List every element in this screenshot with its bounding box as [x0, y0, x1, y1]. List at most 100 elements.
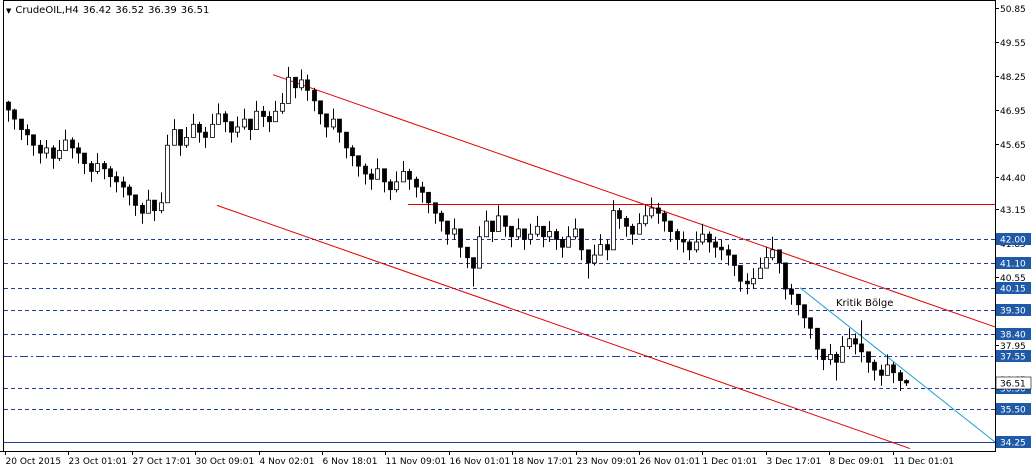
- candle-up: [637, 223, 642, 235]
- x-tick-label: 23 Oct 01:01: [69, 457, 128, 467]
- candle-up: [770, 249, 775, 259]
- candle-up: [44, 147, 49, 154]
- candle-down: [471, 257, 476, 269]
- candle-up: [496, 215, 501, 232]
- candle-down: [388, 181, 393, 191]
- lower-trendline: [216, 204, 911, 450]
- candle-up: [528, 233, 533, 240]
- candle-up: [286, 76, 291, 104]
- level-price-tag-label: 38.40: [1000, 331, 1026, 341]
- candle-up: [758, 267, 763, 279]
- candle-up: [700, 233, 705, 243]
- candle-down: [586, 249, 591, 264]
- candle-up: [611, 210, 616, 251]
- support-trendline: [799, 287, 996, 443]
- candle-up: [235, 126, 240, 133]
- candle-down: [687, 241, 692, 251]
- candle-down: [344, 131, 349, 149]
- trendlines: [216, 74, 996, 450]
- candle-up: [172, 129, 177, 146]
- candle-down: [904, 380, 909, 384]
- candle-up: [165, 144, 170, 204]
- price-tags: 42.00 41.10 40.15 39.30 38.40 37.55 36.30 35.50…: [995, 233, 1032, 449]
- candlesticks: [6, 66, 909, 392]
- candle-up: [280, 103, 285, 112]
- y-tick-label: 50.85: [1000, 5, 1026, 15]
- level-price-tag-label: 39.30: [1000, 307, 1026, 317]
- candle-up: [751, 278, 756, 285]
- time-axis: 20 Oct 2015 23 Oct 01:01 27 Oct 17:01 30 Oc…: [5, 451, 955, 467]
- candle-down: [815, 327, 820, 350]
- level-price-tag-label: 36.30: [1000, 385, 1026, 395]
- candle-down: [25, 129, 30, 136]
- x-tick-label: 11 Dec 01:01: [894, 457, 955, 467]
- candle-down: [630, 225, 635, 235]
- candle-up: [394, 181, 399, 191]
- high-price: 36.52: [115, 5, 145, 16]
- x-tick-label: 4 Nov 02:01: [260, 457, 315, 467]
- candle-down: [267, 116, 272, 123]
- candle-down: [675, 231, 680, 240]
- candle-down: [617, 210, 622, 219]
- level-price-tag: [996, 436, 1031, 448]
- candle-down: [76, 147, 81, 154]
- candle-up: [95, 163, 100, 172]
- candle-up: [452, 228, 457, 235]
- candle-down: [426, 191, 431, 204]
- candle-up: [63, 139, 68, 151]
- level-price-tag: [996, 233, 1031, 245]
- candle-down: [121, 181, 126, 188]
- level-price-tag-label: 37.55: [1000, 353, 1026, 363]
- candle-up: [516, 228, 521, 238]
- candle-down: [738, 265, 743, 282]
- candle-down: [369, 173, 374, 180]
- candle-up: [535, 225, 540, 235]
- candle-up: [254, 110, 259, 130]
- candle-up: [598, 244, 603, 256]
- y-tick-label: 37.95: [1000, 342, 1026, 352]
- candle-up: [643, 215, 648, 225]
- candle-down: [541, 225, 546, 238]
- level-price-tag: [996, 403, 1031, 415]
- candle-up: [573, 228, 578, 238]
- candle-down: [229, 121, 234, 133]
- x-tick-label: 1 Dec 01:01: [703, 457, 758, 467]
- candle-up: [649, 207, 654, 217]
- level-price-tag-label: 34.25: [1000, 439, 1026, 449]
- x-tick-label: 27 Oct 17:01: [133, 457, 192, 467]
- candle-up: [57, 150, 62, 159]
- candle-down: [522, 228, 527, 240]
- level-price-tag-label: 42.00: [1000, 236, 1026, 246]
- candle-up: [273, 110, 278, 123]
- y-tick-label: 43.15: [1000, 206, 1026, 216]
- candle-down: [102, 163, 107, 170]
- candle-down: [439, 212, 444, 222]
- candle-down: [293, 76, 298, 89]
- level-price-tag: [996, 328, 1031, 340]
- y-tick-label: 48.25: [1000, 73, 1026, 83]
- level-price-tag: [996, 257, 1031, 269]
- y-tick-label: 46.95: [1000, 107, 1026, 117]
- candle-down: [433, 202, 438, 214]
- candle-down: [197, 123, 202, 133]
- candle-down: [127, 186, 132, 196]
- candle-up: [191, 123, 196, 138]
- candle-up: [216, 113, 221, 125]
- candle-up: [331, 118, 336, 128]
- candle-down: [579, 228, 584, 251]
- candle-down: [465, 246, 470, 259]
- candle-up: [828, 354, 833, 361]
- candle-down: [89, 163, 94, 172]
- x-tick-label: 11 Nov 09:01: [386, 457, 447, 467]
- candle-down: [420, 186, 425, 193]
- candle-down: [261, 110, 266, 117]
- chart-header: ▼ CrudeOIL,H4 36.42 36.52 36.39 36.51: [6, 5, 209, 16]
- level-price-tag: [996, 304, 1031, 316]
- candle-down: [789, 288, 794, 295]
- candle-down: [82, 152, 87, 164]
- candle-down: [866, 351, 871, 363]
- x-tick-label: 23 Nov 09:01: [577, 457, 638, 467]
- triangle-down-icon[interactable]: ▼: [6, 6, 12, 15]
